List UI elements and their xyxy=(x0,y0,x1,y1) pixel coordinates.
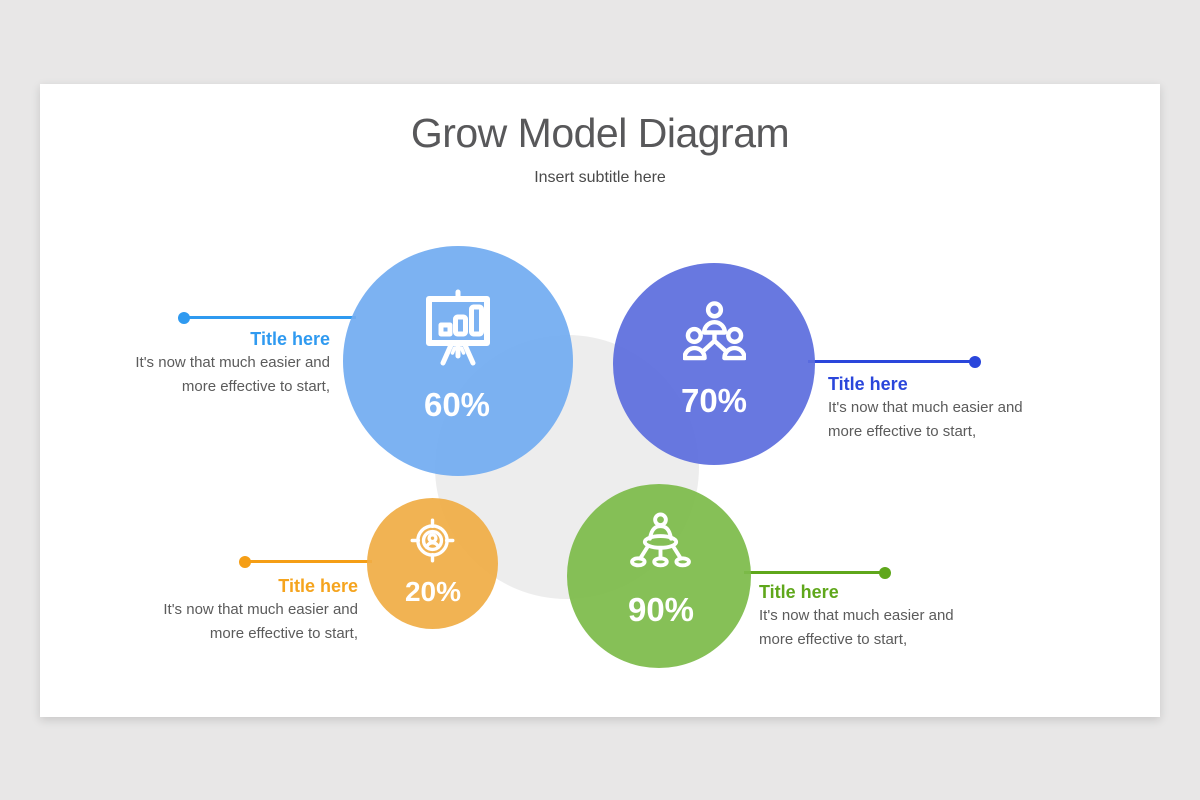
connector-line-green xyxy=(744,571,885,574)
bubble-purple xyxy=(613,263,815,465)
item-description-line: more effective to start, xyxy=(209,625,358,642)
connector-dot-orange xyxy=(239,556,251,568)
presentation-chart-icon xyxy=(420,288,496,366)
percent-label-blue: 60% xyxy=(423,386,491,423)
slide-title: Grow Model Diagram xyxy=(410,110,790,156)
item-description-line: more effective to start, xyxy=(828,423,977,440)
percent-label-purple: 70% xyxy=(680,382,748,419)
slide-subtitle: Insert subtitle here xyxy=(534,169,666,186)
connector-line-blue xyxy=(184,316,356,319)
item-title: Title here xyxy=(278,576,358,596)
text-block-green: Title here It's now that much easier and… xyxy=(759,582,959,652)
item-description-line: It's now that much easier and xyxy=(828,399,1023,416)
connector-line-purple xyxy=(808,360,975,363)
percent-label-orange: 20% xyxy=(404,576,462,607)
connector-line-orange xyxy=(245,560,372,563)
item-description-line: more effective to start, xyxy=(181,378,330,395)
bubble-blue xyxy=(343,246,573,476)
item-description-line: It's now that much easier and xyxy=(759,607,954,624)
percent-label-green: 90% xyxy=(627,591,695,628)
user-target-icon xyxy=(408,516,457,565)
item-title: Title here xyxy=(759,582,839,602)
team-hierarchy-icon xyxy=(683,300,746,364)
connector-dot-green xyxy=(879,567,891,579)
delegation-icon xyxy=(630,512,691,570)
text-block-purple: Title here It's now that much easier and… xyxy=(828,374,1028,444)
connector-dot-purple xyxy=(969,356,981,368)
text-block-orange: Title here It's now that much easier and… xyxy=(126,576,358,646)
item-description-line: more effective to start, xyxy=(759,631,908,648)
item-title: Title here xyxy=(828,374,908,394)
item-description-line: It's now that much easier and xyxy=(135,354,330,371)
connector-dot-blue xyxy=(178,312,190,324)
item-description-line: It's now that much easier and xyxy=(163,601,358,618)
text-block-blue: Title here It's now that much easier and… xyxy=(98,329,330,399)
item-title: Title here xyxy=(250,329,330,349)
